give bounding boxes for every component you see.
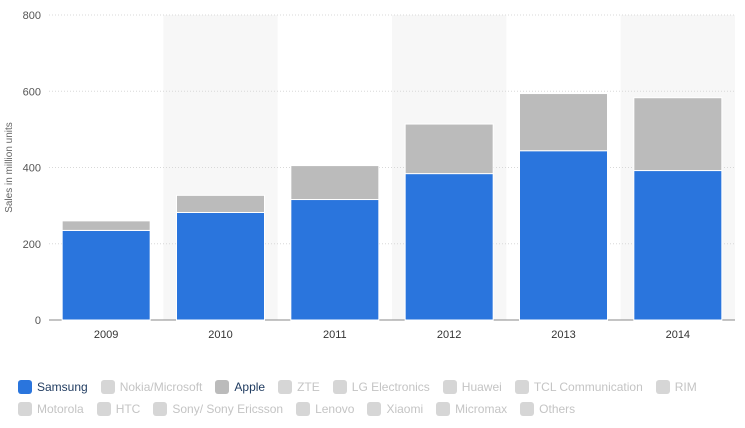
legend-label: Xiaomi [386, 402, 424, 416]
y-tick-label: 600 [23, 86, 41, 98]
bar-samsung-2010[interactable] [176, 211, 265, 321]
legend: Samsung Nokia/Microsoft Apple ZTE LG Electro… [18, 380, 738, 424]
bar-samsung-2011[interactable] [290, 199, 380, 321]
y-tick-label: 0 [35, 315, 41, 327]
legend-label: RIM [674, 380, 697, 394]
legend-swatch [514, 380, 529, 394]
legend-label: LG Electronics [351, 380, 430, 394]
legend-item-others[interactable]: Others [520, 402, 575, 416]
legend-swatch [436, 402, 451, 416]
y-tick-label: 800 [23, 10, 41, 22]
legend-item-lg-electronics[interactable]: LG Electronics [332, 380, 430, 394]
legend-item-samsung[interactable]: Samsung [18, 380, 88, 394]
bar-apple-2010[interactable] [176, 194, 265, 213]
legend-label: Sony/ Sony Ericsson [172, 402, 284, 416]
bar-apple-2012[interactable] [404, 123, 494, 175]
legend-item-lenovo[interactable]: Lenovo [296, 402, 354, 416]
legend-swatch [96, 402, 111, 416]
legend-swatch [442, 380, 457, 394]
legend-row: Samsung Nokia/Microsoft Apple ZTE LG Electro… [18, 380, 738, 402]
bar-samsung-2014[interactable] [633, 170, 723, 321]
x-tick-label: 2009 [94, 329, 118, 341]
legend-swatch [18, 380, 32, 394]
legend-item-huawei[interactable]: Huawei [442, 380, 502, 394]
legend-item-motorola[interactable]: Motorola [18, 402, 84, 416]
legend-swatch [153, 402, 168, 416]
legend-label: Others [539, 402, 576, 416]
legend-item-zte[interactable]: ZTE [278, 380, 320, 394]
x-tick-label: 2012 [437, 329, 461, 341]
bar-samsung-2013[interactable] [519, 150, 608, 321]
legend-swatch [18, 402, 32, 416]
bar-samsung-2009[interactable] [61, 229, 151, 321]
x-tick-label: 2010 [208, 329, 232, 341]
x-tick-label: 2011 [323, 329, 347, 341]
legend-label: Huawei [461, 380, 502, 394]
bar-samsung-2012[interactable] [404, 173, 494, 321]
legend-label: Motorola [37, 402, 84, 416]
bar-apple-2011[interactable] [290, 165, 380, 201]
legend-item-sony-sony-ericsson[interactable]: Sony/ Sony Ericsson [153, 402, 283, 416]
legend-swatch [655, 380, 670, 394]
legend-item-xiaomi[interactable]: Xiaomi [367, 402, 423, 416]
legend-label: Lenovo [315, 402, 355, 416]
bar-apple-2014[interactable] [633, 97, 723, 172]
legend-swatch [367, 402, 382, 416]
legend-swatch [296, 402, 311, 416]
legend-label: HTC [115, 402, 141, 416]
bar-apple-2013[interactable] [519, 93, 608, 152]
x-tick-label: 2013 [551, 329, 575, 341]
legend-label: Samsung [37, 380, 88, 394]
legend-item-htc[interactable]: HTC [96, 402, 141, 416]
legend-item-rim[interactable]: RIM [655, 380, 697, 394]
legend-label: ZTE [297, 380, 320, 394]
legend-swatch [215, 380, 230, 394]
legend-swatch [100, 380, 115, 394]
legend-row: Motorola HTC Sony/ Sony Ericsson Lenovo Xiao… [18, 402, 738, 424]
legend-label: Micromax [455, 402, 508, 416]
legend-swatch [520, 402, 535, 416]
legend-swatch [278, 380, 293, 394]
legend-swatch [332, 380, 347, 394]
legend-item-apple[interactable]: Apple [215, 380, 265, 394]
y-tick-label: 200 [23, 239, 41, 251]
bar-apple-2009[interactable] [61, 220, 151, 231]
legend-label: Apple [234, 380, 266, 394]
legend-label: Nokia/Microsoft [119, 380, 203, 394]
chart: 0 200 400 600 800 Sales in million units 2009 2… [4, 10, 735, 341]
y-tick-label: 400 [23, 163, 41, 175]
legend-label: TCL Communication [533, 380, 643, 394]
legend-item-nokia-microsoft[interactable]: Nokia/Microsoft [100, 380, 203, 394]
legend-item-micromax[interactable]: Micromax [436, 402, 507, 416]
legend-item-tcl-communication[interactable]: TCL Communication [514, 380, 643, 394]
y-axis-title: Sales in million units [4, 122, 15, 213]
x-tick-label: 2014 [666, 329, 690, 341]
